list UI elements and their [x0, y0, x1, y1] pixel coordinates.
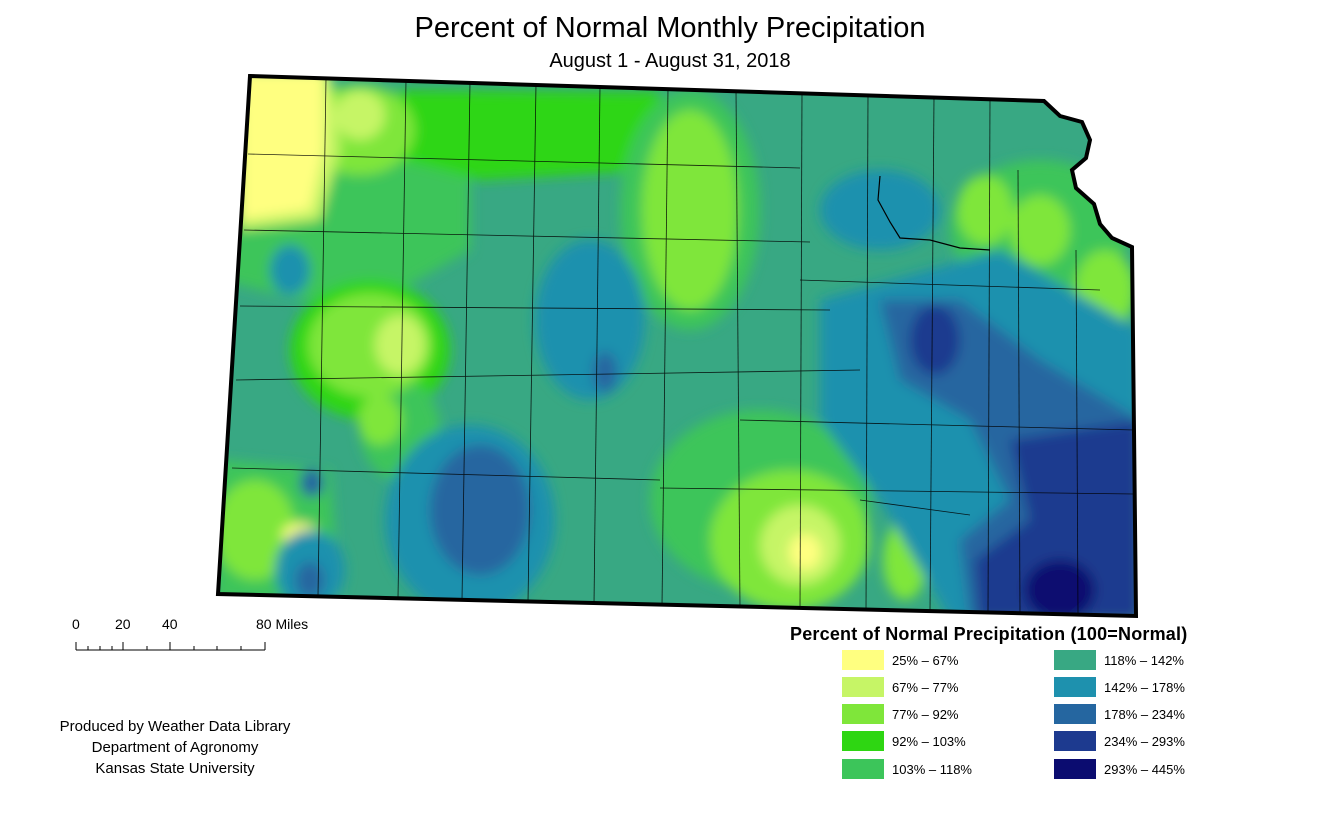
legend-label: 142% – 178% [1104, 680, 1185, 695]
legend-swatch [1054, 650, 1096, 670]
legend-label: 234% – 293% [1104, 734, 1185, 749]
legend-label: 103% – 118% [892, 762, 972, 777]
zone-lg-sw [218, 480, 295, 580]
zone-blue-c [535, 240, 645, 400]
zone-pale-n [335, 90, 385, 140]
map-subtitle: August 1 - August 31, 2018 [549, 50, 791, 72]
legend-label: 77% – 92% [892, 707, 959, 722]
legend-label: 67% – 77% [892, 680, 959, 695]
zone-blue-w [270, 245, 310, 295]
zone-lg-c [358, 395, 402, 445]
scale-label-20: 20 [115, 616, 131, 632]
zone-db-sw3 [300, 469, 324, 497]
legend-swatch [1054, 759, 1096, 779]
scale-label-80: 80 Miles [256, 616, 309, 632]
zone-lg-ne2 [1010, 195, 1070, 265]
legend-swatch [1054, 704, 1096, 724]
legend-label: 293% – 445% [1104, 762, 1185, 777]
kansas-state-border [215, 73, 1139, 619]
legend-swatch [842, 677, 884, 697]
scale-label-0: 0 [72, 616, 80, 632]
zone-lg-nc [642, 110, 738, 310]
credits: Produced by Weather Data Library Departm… [20, 716, 330, 779]
legend-label: 118% – 142% [1104, 653, 1184, 668]
legend-label: 25% – 67% [892, 653, 959, 668]
legend-swatch [1054, 731, 1096, 751]
zone-navy-se [975, 420, 1136, 616]
zone-yellow-nw [240, 76, 324, 220]
legend-title: Percent of Normal Precipitation (100=Nor… [790, 624, 1188, 644]
zone-pale-wc [375, 315, 425, 375]
scale-bar: 0 20 40 80 Miles [60, 614, 350, 664]
legend-swatch [842, 759, 884, 779]
zone-navy-e [910, 305, 960, 375]
zone-darkest-se [1025, 560, 1095, 616]
legend-swatch [842, 731, 884, 751]
precip-field [218, 76, 1136, 616]
legend-label: 178% – 234% [1104, 707, 1185, 722]
zone-yellow-sc [789, 534, 821, 570]
county-lines [231, 77, 1135, 616]
legend-swatch [1054, 677, 1096, 697]
scale-bar-ticks [75, 642, 266, 651]
scale-label-40: 40 [162, 616, 178, 632]
zone-db-sw [430, 445, 530, 575]
legend-swatch [842, 704, 884, 724]
zone-lg-ne1 [957, 175, 1013, 245]
legend-swatch [842, 650, 884, 670]
map-title: Percent of Normal Monthly Precipitation [414, 12, 926, 44]
kansas-river [877, 175, 991, 251]
zone-db-c [593, 352, 617, 392]
credit-line-1: Produced by Weather Data Library [59, 718, 291, 735]
credit-line-2: Department of Agronomy [91, 739, 259, 756]
zone-green-north [400, 90, 660, 180]
zone-blue-ne [820, 170, 940, 250]
legend-label: 92% – 103% [892, 734, 966, 749]
credit-line-3: Kansas State University [95, 760, 255, 777]
zone-db-sw2 [296, 562, 324, 598]
